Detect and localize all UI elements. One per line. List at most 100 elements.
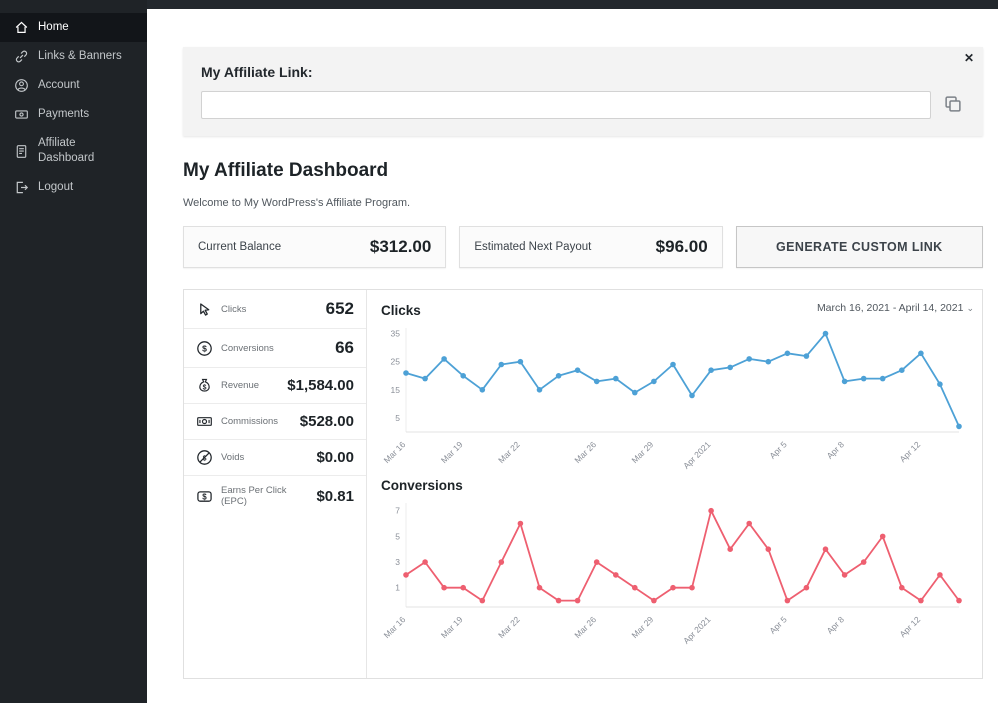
clicks-chart-header: Clicks March 16, 2021 - April 14, 2021 ⌄ <box>379 299 974 318</box>
stat-row-revenue: $ Revenue $1,584.00 <box>184 368 366 404</box>
stats-panel: Clicks 652 $ Conversions 66 $ Revenue $1… <box>183 289 983 679</box>
link-icon <box>15 50 28 63</box>
svg-text:Apr 8: Apr 8 <box>825 439 847 461</box>
current-balance-value: $312.00 <box>369 237 432 256</box>
date-range-selector[interactable]: March 16, 2021 - April 14, 2021 ⌄ <box>817 302 974 314</box>
next-payout-box: Estimated Next Payout $96.00 <box>459 226 723 268</box>
svg-text:35: 35 <box>391 329 401 339</box>
stat-row-voids: $ Voids $0.00 <box>184 440 366 476</box>
close-icon[interactable]: ✕ <box>963 51 974 65</box>
banknote-icon <box>197 417 212 426</box>
svg-text:Apr 5: Apr 5 <box>767 614 789 636</box>
generate-custom-link-button[interactable]: GENERATE CUSTOM LINK <box>735 226 983 268</box>
sidebar-item-label: Links & Banners <box>38 50 122 62</box>
svg-text:Apr 8: Apr 8 <box>825 614 847 636</box>
svg-text:$: $ <box>202 492 207 501</box>
sidebar-item-label: Account <box>38 79 80 91</box>
svg-text:5: 5 <box>395 413 400 423</box>
copy-link-button[interactable] <box>941 93 965 117</box>
svg-text:Mar 22: Mar 22 <box>496 439 522 465</box>
stat-row-commissions: Commissions $528.00 <box>184 404 366 440</box>
stats-column: Clicks 652 $ Conversions 66 $ Revenue $1… <box>184 290 367 678</box>
stat-value: $1,584.00 <box>287 377 354 394</box>
affiliate-link-input[interactable] <box>201 91 931 119</box>
svg-text:Apr 12: Apr 12 <box>897 439 922 464</box>
sidebar-item-label: Home <box>38 21 69 33</box>
logout-icon <box>16 181 29 194</box>
stat-label: Commissions <box>221 416 279 427</box>
home-icon <box>15 21 28 33</box>
charts-column: Clicks March 16, 2021 - April 14, 2021 ⌄ … <box>367 290 982 678</box>
svg-text:1: 1 <box>395 583 400 593</box>
sidebar-item-links-banners[interactable]: Links & Banners <box>0 42 147 71</box>
svg-text:$: $ <box>203 455 207 462</box>
payments-icon <box>15 110 28 119</box>
stat-row-clicks: Clicks 652 <box>184 290 366 329</box>
stat-label: Conversions <box>221 342 274 354</box>
sidebar-item-account[interactable]: Account <box>0 71 147 100</box>
conversions-line-chart: 1 3 5 7 Mar 16 Mar 19 Mar 22 Mar 26 Mar 29 Apr 20… <box>382 503 962 646</box>
svg-text:25: 25 <box>391 357 401 367</box>
stat-value: $0.81 <box>316 487 354 505</box>
account-icon <box>15 79 28 92</box>
sidebar-item-logout[interactable]: Logout <box>0 173 147 202</box>
dollar-circle-icon: $ <box>197 340 212 356</box>
svg-text:$: $ <box>203 384 207 391</box>
conversions-chart-title: Conversions <box>381 478 463 493</box>
clicks-line-chart: 5 15 25 35 Mar 16 Mar 19 Mar 22 Mar 26 Mar 29 Apr… <box>382 328 962 471</box>
stat-row-conversions: $ Conversions 66 <box>184 329 366 368</box>
sidebar-item-payments[interactable]: Payments <box>0 100 147 129</box>
svg-text:15: 15 <box>391 385 401 395</box>
void-dollar-icon: $ <box>197 450 212 465</box>
next-payout-label: Estimated Next Payout <box>474 241 592 253</box>
svg-text:Mar 16: Mar 16 <box>382 614 408 640</box>
svg-text:5: 5 <box>395 531 400 541</box>
svg-text:Mar 19: Mar 19 <box>439 614 465 640</box>
next-payout-value: $96.00 <box>655 237 708 256</box>
affiliate-link-row <box>201 91 965 119</box>
sidebar-item-affiliate-dashboard[interactable]: Affiliate Dashboard <box>0 129 147 173</box>
svg-text:7: 7 <box>395 506 400 516</box>
stat-label: Earns Per Click (EPC) <box>221 485 287 507</box>
clicks-icon <box>200 302 210 316</box>
sidebar: Home Links & Banners Account Payments Af… <box>0 0 147 703</box>
clicks-chart-title: Clicks <box>381 303 421 318</box>
date-range-text: March 16, 2021 - April 14, 2021 <box>816 302 964 314</box>
stat-value: $0.00 <box>316 449 354 466</box>
dollar-badge-icon: $ <box>197 490 212 502</box>
svg-text:Apr 5: Apr 5 <box>767 439 789 461</box>
svg-text:Apr 2021: Apr 2021 <box>681 614 713 646</box>
svg-text:3: 3 <box>395 557 400 567</box>
current-balance-box: Current Balance $312.00 <box>183 226 447 268</box>
affiliate-link-label: My Affiliate Link: <box>201 64 313 80</box>
money-bag-icon: $ <box>199 378 210 392</box>
svg-text:Apr 2021: Apr 2021 <box>681 439 713 471</box>
stat-label: Revenue <box>221 380 260 391</box>
svg-text:Mar 26: Mar 26 <box>572 439 598 465</box>
svg-text:Mar 26: Mar 26 <box>572 614 598 640</box>
stat-row-epc: $ Earns Per Click (EPC) $0.81 <box>184 476 366 516</box>
svg-text:Apr 12: Apr 12 <box>897 614 922 639</box>
chevron-down-icon: ⌄ <box>966 303 974 313</box>
welcome-text: Welcome to My WordPress's Affiliate Prog… <box>183 197 411 209</box>
svg-text:$: $ <box>202 343 207 353</box>
summary-row: Current Balance $312.00 Estimated Next P… <box>183 226 983 268</box>
sidebar-nav: Home Links & Banners Account Payments Af… <box>0 0 147 202</box>
sidebar-item-label: Payments <box>38 108 90 120</box>
stat-label: Clicks <box>221 303 247 315</box>
current-balance-label: Current Balance <box>198 241 282 253</box>
svg-text:Mar 19: Mar 19 <box>439 439 465 465</box>
page-title: My Affiliate Dashboard <box>183 160 389 181</box>
stat-label: Voids <box>221 452 245 463</box>
svg-text:Mar 29: Mar 29 <box>630 614 656 640</box>
document-icon <box>16 144 27 158</box>
admin-top-bar <box>0 0 998 9</box>
stat-value: 652 <box>325 299 354 318</box>
svg-text:Mar 22: Mar 22 <box>496 614 522 640</box>
sidebar-item-home[interactable]: Home <box>0 13 147 42</box>
svg-text:Mar 29: Mar 29 <box>630 439 656 465</box>
stat-value: 66 <box>335 338 354 357</box>
copy-icon <box>945 95 961 112</box>
svg-text:Mar 16: Mar 16 <box>382 439 408 465</box>
main-content: ✕ My Affiliate Link: My Affiliate Dashbo… <box>147 9 998 703</box>
